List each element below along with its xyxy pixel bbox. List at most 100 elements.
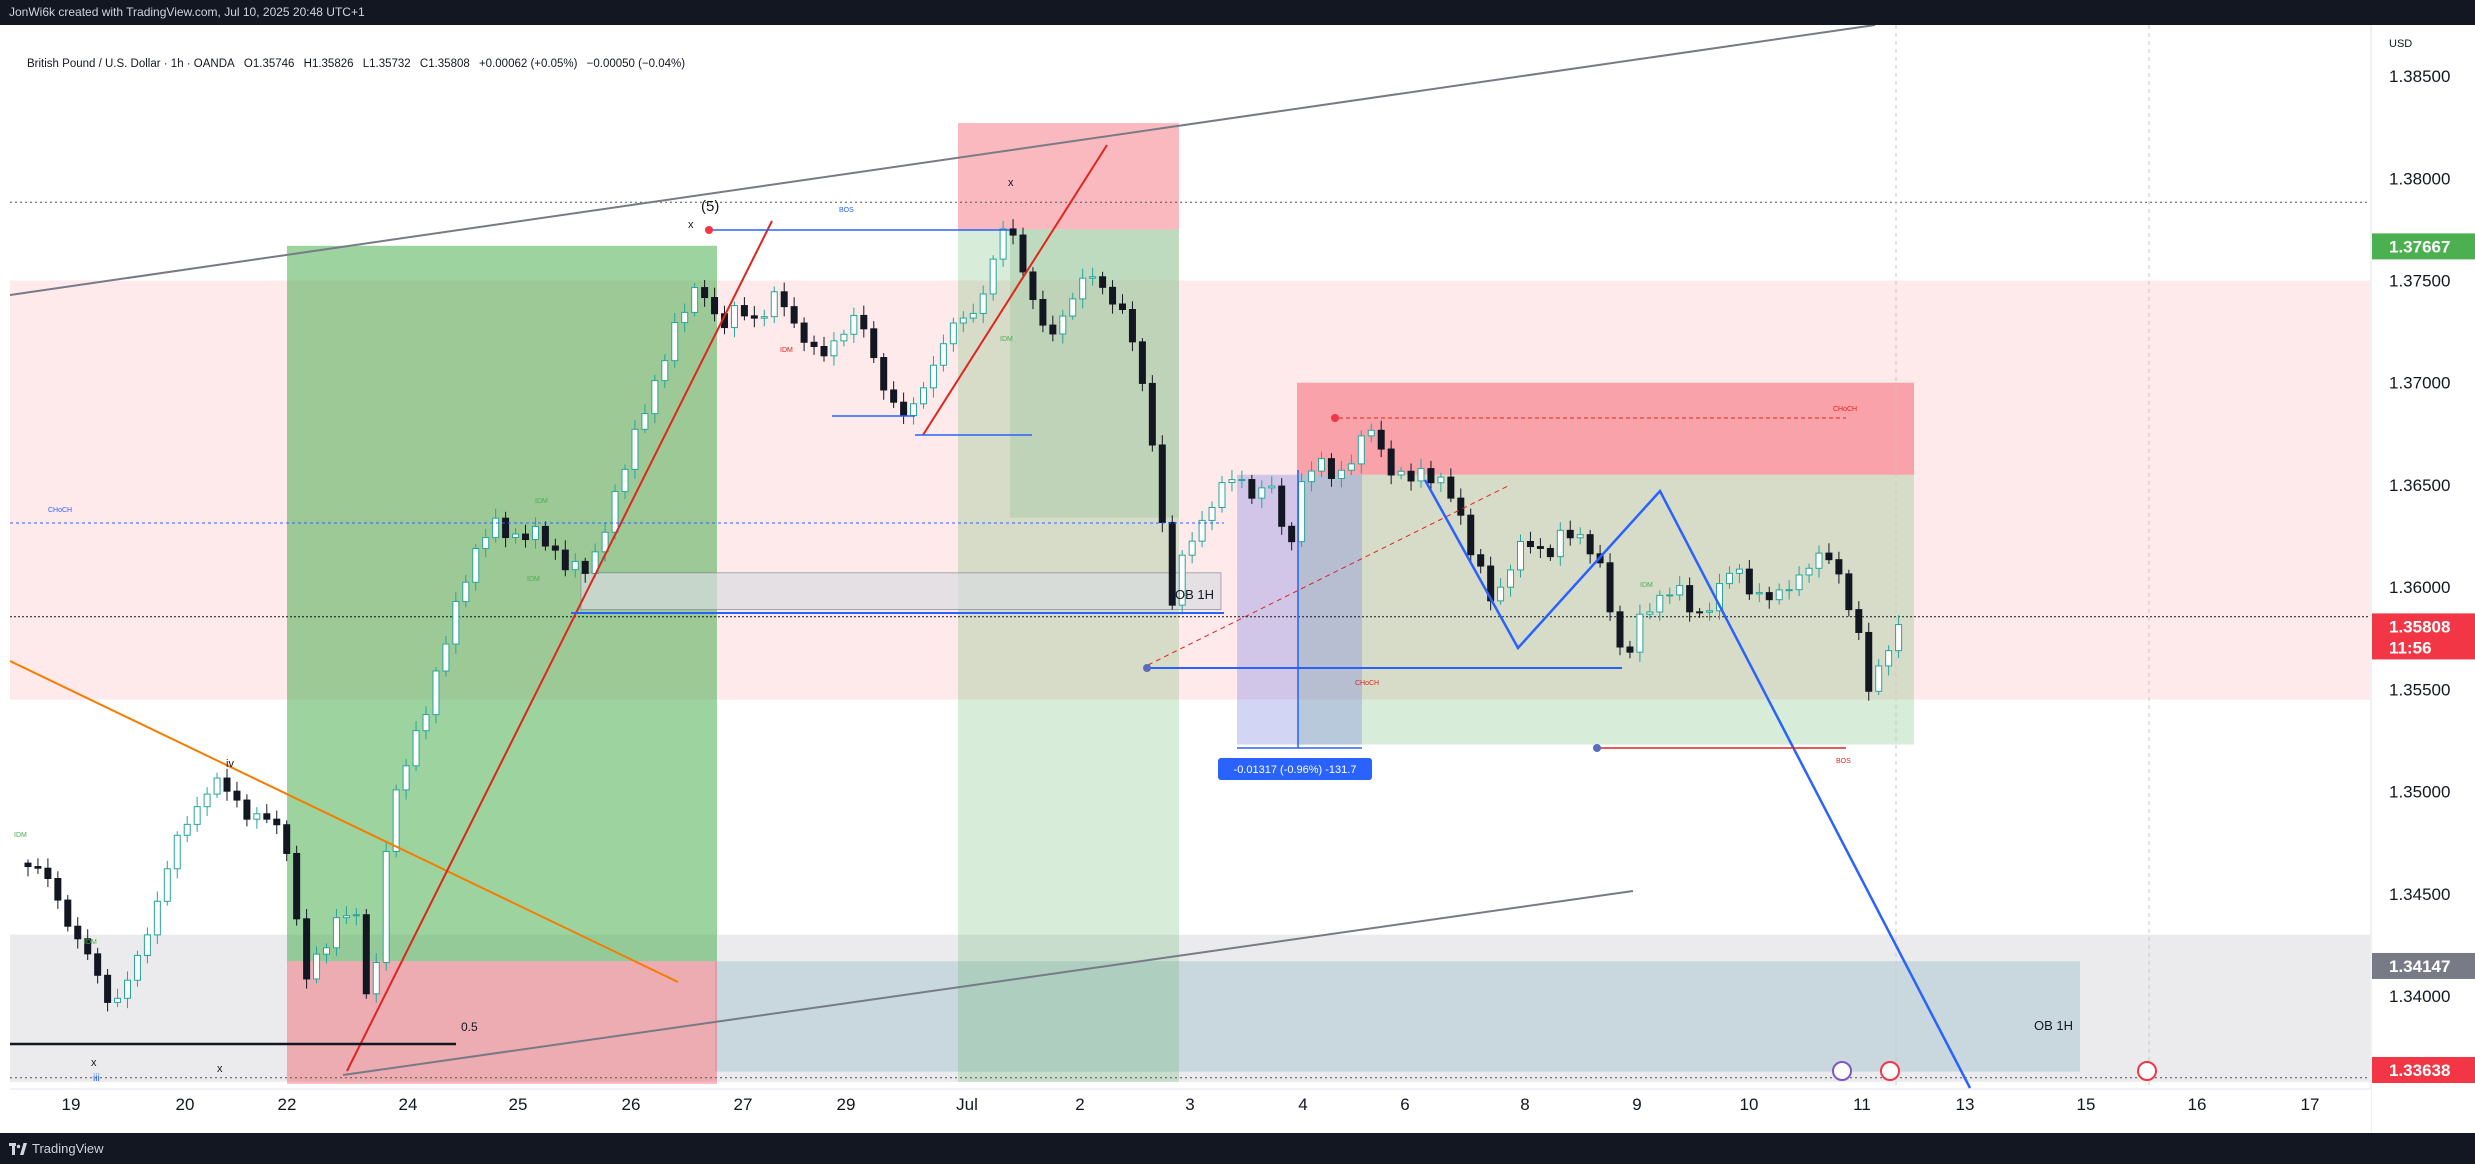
candle-body bbox=[362, 914, 370, 995]
candle-body bbox=[1526, 540, 1534, 548]
drawings-layer: (5) x x x x OB 1H OB 1H 0.5 BOS BOS CHoCH CHoCH CHoC… bbox=[10, 25, 2157, 1089]
long-position-loss bbox=[287, 961, 717, 1084]
candle-body bbox=[243, 799, 251, 820]
candle-body bbox=[661, 360, 669, 382]
price-tag-label: 1.34147 bbox=[2389, 957, 2450, 976]
candle-body bbox=[1855, 609, 1863, 633]
y-tick-label: 1.36500 bbox=[2389, 476, 2450, 495]
candle-body bbox=[233, 790, 241, 801]
ob-1h-box bbox=[580, 572, 1222, 610]
legend-symbol[interactable]: British Pound / U.S. Dollar · 1h · OANDA bbox=[27, 58, 235, 70]
candle-body bbox=[74, 925, 82, 940]
candle-body bbox=[1308, 470, 1316, 483]
attribution-text: JonWi6k created with TradingView.com, Ju… bbox=[9, 5, 365, 19]
symbol-legend: British Pound / U.S. Dollar · 1h · OANDA… bbox=[27, 58, 691, 70]
candle-body bbox=[1875, 665, 1883, 692]
candle-body bbox=[1407, 470, 1415, 482]
candle-body bbox=[870, 328, 878, 359]
lower-channel-line bbox=[342, 890, 1634, 1076]
candle-body bbox=[531, 525, 539, 541]
candle-body bbox=[512, 533, 520, 539]
candle-body bbox=[601, 531, 609, 553]
x-tick-label: 2 bbox=[1075, 1095, 1084, 1114]
price-chart[interactable]: (5) x x x x OB 1H OB 1H 0.5 BOS BOS CHoCH CHoCH CHoC… bbox=[10, 25, 2475, 1133]
candle-body bbox=[223, 777, 231, 792]
projection-path bbox=[1423, 479, 1972, 1089]
x-tick-label: 6 bbox=[1400, 1095, 1409, 1114]
candle-body bbox=[1258, 487, 1266, 499]
candle-body bbox=[959, 317, 967, 324]
candle-body bbox=[94, 953, 102, 976]
bos-label-bottom: BOS bbox=[1836, 758, 1851, 765]
orange-trendline bbox=[10, 660, 679, 983]
candle-body bbox=[432, 670, 440, 716]
legend-low: L1.35732 bbox=[362, 58, 411, 70]
candle-body bbox=[1546, 547, 1554, 558]
tradingview-logo[interactable]: TradingView bbox=[9, 1133, 104, 1164]
grid-layer bbox=[10, 25, 2370, 1088]
candle-body bbox=[1268, 485, 1276, 489]
candle-body bbox=[1636, 613, 1644, 653]
brand-bar: TradingView bbox=[0, 1133, 2475, 1164]
candle-body bbox=[1148, 382, 1156, 446]
chart-frame[interactable]: British Pound / U.S. Dollar · 1h · OANDA… bbox=[10, 25, 2475, 1133]
x-tick-label: 8 bbox=[1520, 1095, 1529, 1114]
brand-label: TradingView bbox=[32, 1141, 104, 1156]
x-tick-label: 13 bbox=[1956, 1095, 1975, 1114]
candle-body bbox=[840, 333, 848, 342]
candle-body bbox=[1228, 479, 1236, 484]
x-tick-label: Jul bbox=[956, 1095, 978, 1114]
candle-body bbox=[1029, 271, 1037, 300]
legend-spread: −0.00050 (−0.04%) bbox=[586, 58, 686, 70]
x-tick-label: 16 bbox=[2188, 1095, 2207, 1114]
candle-body bbox=[1725, 572, 1733, 585]
candle-body bbox=[1457, 497, 1465, 516]
candle-body bbox=[1586, 534, 1594, 555]
candle-body bbox=[203, 793, 211, 808]
candle-body bbox=[1278, 485, 1286, 527]
candle-body bbox=[1447, 476, 1455, 499]
y-tick-label: 1.35500 bbox=[2389, 680, 2450, 699]
y-tick-label: 1.38500 bbox=[2389, 67, 2450, 86]
choch-label-mid: CHoCH bbox=[1355, 680, 1379, 687]
candle-body bbox=[522, 533, 529, 541]
candle-body bbox=[422, 714, 430, 732]
candle-body bbox=[820, 346, 828, 357]
candle-body bbox=[1676, 585, 1684, 596]
candle-body bbox=[412, 730, 420, 767]
candle-body bbox=[382, 850, 390, 963]
candle-body bbox=[1477, 554, 1485, 567]
candle-body bbox=[929, 364, 937, 389]
candle-body bbox=[691, 287, 699, 313]
candle-body bbox=[1298, 481, 1306, 543]
candle-body bbox=[701, 287, 709, 299]
candle-body bbox=[730, 305, 738, 329]
candle-body bbox=[114, 997, 122, 1003]
candle-body bbox=[1069, 298, 1077, 317]
x-label-1: x bbox=[688, 219, 694, 231]
candle-body bbox=[183, 823, 191, 836]
candle-body bbox=[561, 549, 569, 571]
candle-body bbox=[1467, 514, 1475, 556]
candle-body bbox=[681, 311, 689, 324]
candle-body bbox=[641, 413, 649, 430]
candle-body bbox=[1427, 468, 1435, 484]
candle-body bbox=[790, 306, 798, 324]
candle-body bbox=[313, 953, 321, 980]
candle-body bbox=[810, 341, 818, 348]
candle-body bbox=[830, 340, 838, 357]
candle-body bbox=[750, 315, 758, 319]
measure-badge-text: -0.01317 (-0.96%) -131.7 bbox=[1234, 764, 1357, 776]
candle-body bbox=[34, 866, 42, 869]
candle-body bbox=[1377, 429, 1385, 450]
candle-body bbox=[64, 899, 72, 927]
price-tag bbox=[2372, 952, 2475, 979]
candle-body bbox=[1835, 559, 1843, 575]
price-tag bbox=[2372, 233, 2475, 260]
candle-body bbox=[1019, 234, 1027, 273]
attribution-bar: JonWi6k created with TradingView.com, Ju… bbox=[0, 0, 2475, 25]
choch-marker bbox=[1331, 414, 1339, 422]
candle-body bbox=[1895, 624, 1903, 652]
candle-body bbox=[1497, 586, 1505, 602]
x-tick-label: 10 bbox=[1740, 1095, 1759, 1114]
